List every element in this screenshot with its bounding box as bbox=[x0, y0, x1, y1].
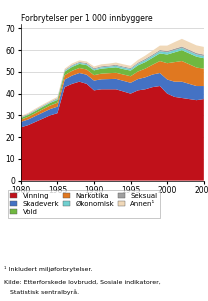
Text: Forbrytelser per 1 000 innbyggere: Forbrytelser per 1 000 innbyggere bbox=[21, 14, 152, 23]
Text: ¹ Inkludert miljøforbrytelser.: ¹ Inkludert miljøforbrytelser. bbox=[4, 266, 93, 272]
Text: Statistisk sentralbyrå.: Statistisk sentralbyrå. bbox=[4, 290, 79, 295]
Text: Kilde: Etterforskede lovbrudd, Sosiale indikatorer,: Kilde: Etterforskede lovbrudd, Sosiale i… bbox=[4, 279, 161, 284]
Legend: Vinning, Skadeverk, Vold, Narkotika, Økonomisk, Seksual, Annen¹: Vinning, Skadeverk, Vold, Narkotika, Øko… bbox=[8, 190, 160, 218]
